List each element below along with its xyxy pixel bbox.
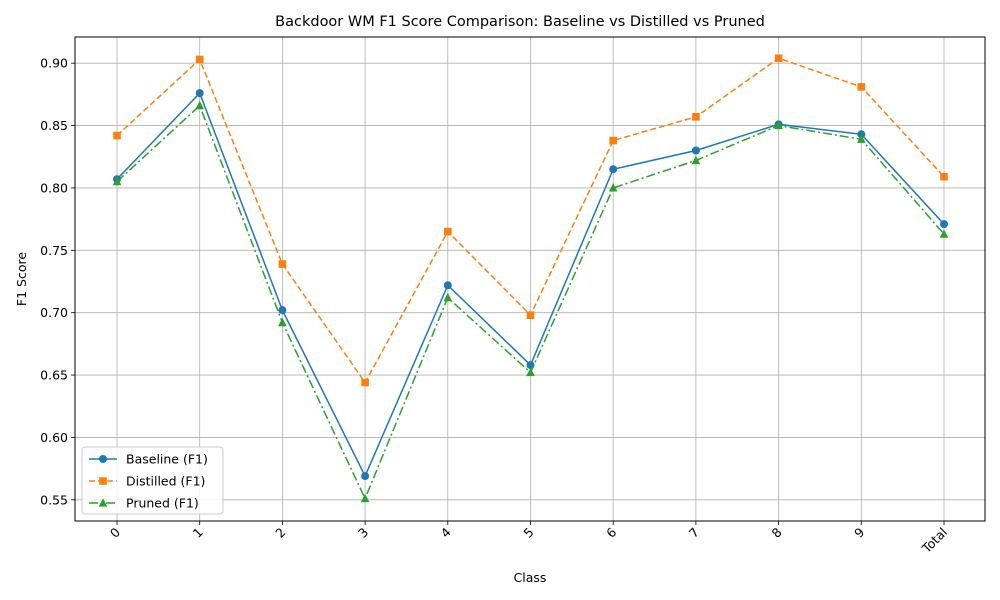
- legend-box: [81, 446, 224, 515]
- data-point: [857, 83, 866, 91]
- y-tick-label: 0.90: [40, 56, 68, 71]
- data-point: [360, 493, 370, 503]
- legend-marker: [98, 498, 108, 507]
- data-point: [278, 260, 287, 268]
- plot-frame: [74, 36, 986, 522]
- data-point: [443, 281, 452, 290]
- plot-area: [112, 54, 949, 503]
- y-tick-label: 0.65: [40, 368, 68, 383]
- data-point: [526, 311, 535, 319]
- y-tick-label: 0.85: [40, 118, 68, 133]
- y-axis: 0.55 0.60 0.65 0.70 0.75 0.80 0.85 0.90: [40, 56, 75, 507]
- data-point: [940, 172, 948, 181]
- legend-item: Baseline (F1): [89, 452, 208, 467]
- y-axis-label: F1 Score: [14, 252, 29, 306]
- legend-marker: [99, 455, 107, 463]
- data-point: [691, 155, 701, 165]
- data-point: [608, 183, 618, 192]
- data-point: [692, 113, 700, 121]
- data-point: [774, 54, 783, 63]
- legend-item: Pruned (F1): [89, 496, 199, 511]
- data-point: [940, 220, 948, 229]
- data-point: [195, 100, 204, 110]
- data-point: [609, 165, 618, 174]
- data-point: [526, 367, 535, 377]
- data-point: [691, 146, 700, 155]
- legend-item: Distilled (F1): [89, 474, 205, 489]
- data-point: [112, 176, 122, 186]
- legend-label: Pruned (F1): [126, 496, 199, 511]
- legend-label: Distilled (F1): [126, 474, 205, 489]
- data-point: [443, 292, 453, 302]
- legend-marker: [99, 477, 107, 485]
- y-tick-label: 0.55: [40, 492, 68, 507]
- data-point: [195, 55, 204, 64]
- data-point: [774, 120, 783, 130]
- chart-title: Backdoor WM F1 Score Comparison: Baselin…: [275, 14, 765, 30]
- legend: Baseline (F1) Distilled (F1) Pruned (F1): [81, 446, 224, 515]
- data-point: [857, 130, 866, 139]
- legend-label: Baseline (F1): [126, 452, 208, 467]
- data-point: [444, 227, 452, 236]
- data-point: [857, 134, 866, 143]
- data-point: [361, 472, 370, 481]
- y-tick-label: 0.70: [40, 305, 68, 320]
- data-point: [113, 131, 121, 140]
- data-point: [195, 89, 204, 98]
- series-2: [112, 100, 949, 503]
- data-point: [609, 136, 617, 145]
- data-point: [278, 317, 287, 327]
- y-tick-label: 0.60: [40, 430, 68, 445]
- x-axis-label: Class: [514, 570, 547, 585]
- y-tick-label: 0.75: [40, 243, 68, 258]
- data-point: [361, 378, 369, 387]
- y-tick-label: 0.80: [40, 180, 68, 195]
- data-point: [278, 306, 287, 315]
- data-point: [939, 229, 949, 238]
- series-1: [113, 54, 948, 387]
